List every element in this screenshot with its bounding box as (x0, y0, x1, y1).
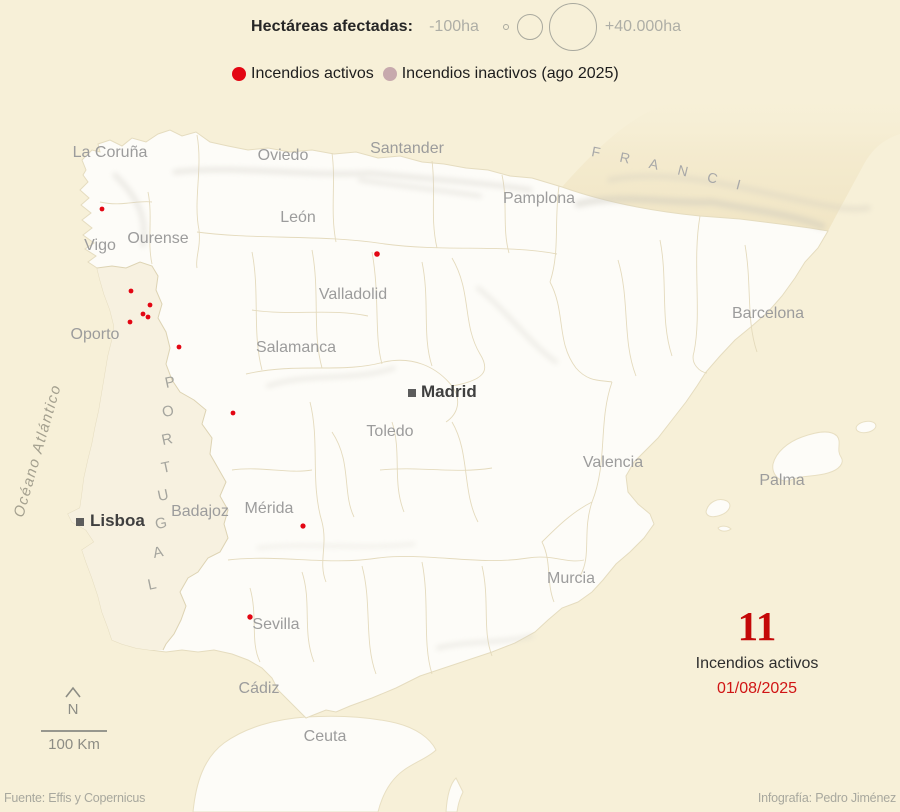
svg-text:N: N (68, 701, 79, 718)
portugal-spain-border (96, 261, 229, 651)
fire-dot (300, 523, 306, 529)
city-label: Ceuta (304, 728, 347, 745)
active-fires-summary: 11 Incendios activos 01/08/2025 (647, 606, 867, 698)
fire-dots-layer (99, 206, 380, 620)
city-label: Pamplona (503, 190, 575, 207)
capital-marker (76, 518, 84, 526)
city-label: Oviedo (258, 147, 309, 164)
fire-dot (145, 314, 151, 320)
fire-dot (127, 319, 133, 325)
report-date: 01/08/2025 (716, 680, 798, 697)
size-circle-small-icon (502, 24, 509, 30)
legend-item-active: Incendios activos (232, 65, 374, 83)
fire-dot (230, 410, 236, 416)
scale-bar (41, 730, 107, 732)
fire-dot (140, 311, 146, 317)
france-landmass (562, 89, 900, 232)
portugal-label-letter: R (160, 430, 174, 449)
active-fire-count-label: Incendios activos (695, 655, 819, 672)
capital-marker (408, 389, 416, 397)
ocean-label: Océano Atlántico (11, 382, 65, 519)
city-label: Valladolid (319, 286, 387, 303)
scale-label: 100 Km (48, 736, 100, 753)
portugal-label-letter: G (154, 514, 169, 533)
fire-dot (128, 288, 134, 294)
province-borders (99, 134, 758, 675)
city-label: Salamanca (256, 339, 336, 356)
city-label: León (280, 209, 316, 226)
inactive-fire-label: Incendios inactivos (ago 2025) (401, 65, 619, 82)
portugal-label-letter: U (156, 486, 170, 505)
terrain-shading (112, 167, 871, 650)
city-label: Barcelona (732, 305, 804, 322)
north-arrow-icon: N (65, 686, 81, 718)
portugal-label-letter: P (163, 373, 176, 392)
size-circle-large-icon (548, 3, 597, 51)
portugal-label-letter: L (146, 575, 158, 593)
fire-dot (99, 206, 105, 212)
city-label: La Coruña (73, 144, 148, 161)
size-legend-min: -100ha (429, 18, 479, 35)
fire-dot (176, 344, 182, 350)
city-label: Murcia (547, 570, 595, 587)
balearic-islands (705, 420, 877, 532)
city-label: Palma (759, 472, 804, 489)
capital-label: Lisboa (90, 511, 145, 530)
active-fire-label: Incendios activos (251, 65, 374, 82)
city-label: Ourense (127, 230, 188, 247)
city-label: Santander (370, 140, 445, 157)
morocco-landmass (192, 715, 464, 812)
city-label: Valencia (583, 454, 643, 471)
capital-label: Madrid (421, 382, 477, 401)
city-label: Mérida (245, 500, 294, 517)
inactive-fire-dot-icon (382, 67, 397, 81)
fire-dot (147, 302, 153, 308)
size-legend-title: Hectáreas afectadas: (251, 18, 414, 35)
capital-labels-layer: Madrid Lisboa (76, 382, 477, 530)
author-credit: Infografía: Pedro Jiménez (757, 791, 896, 805)
portugal-landmass (68, 262, 228, 650)
city-label: Toledo (366, 423, 413, 440)
source-credit: Fuente: Effis y Copernicus (4, 791, 146, 805)
fire-dot (374, 251, 380, 257)
active-fire-count: 11 (737, 603, 777, 649)
city-label: Cádiz (239, 680, 280, 697)
city-label: Oporto (71, 326, 120, 343)
legend-item-inactive: Incendios inactivos (ago 2025) (382, 65, 619, 83)
fire-dot (247, 614, 253, 620)
city-label: Badajoz (171, 503, 229, 520)
size-legend-max: +40.000ha (604, 18, 681, 35)
size-legend: Hectáreas afectadas: -100ha +40.000ha (251, 2, 681, 52)
city-label: Vigo (84, 237, 116, 254)
city-labels-layer: La Coruña Oviedo Santander Pamplona León Vigo… (71, 140, 805, 745)
city-label: Sevilla (252, 616, 299, 633)
portugal-label-letter: T (160, 458, 173, 477)
size-circle-medium-icon (516, 14, 543, 40)
active-fire-dot-icon (232, 67, 246, 81)
portugal-label-letter: A (151, 543, 164, 562)
category-legend: Incendios activos Incendios inactivos (a… (232, 65, 619, 83)
portugal-label-letter: O (161, 402, 176, 421)
